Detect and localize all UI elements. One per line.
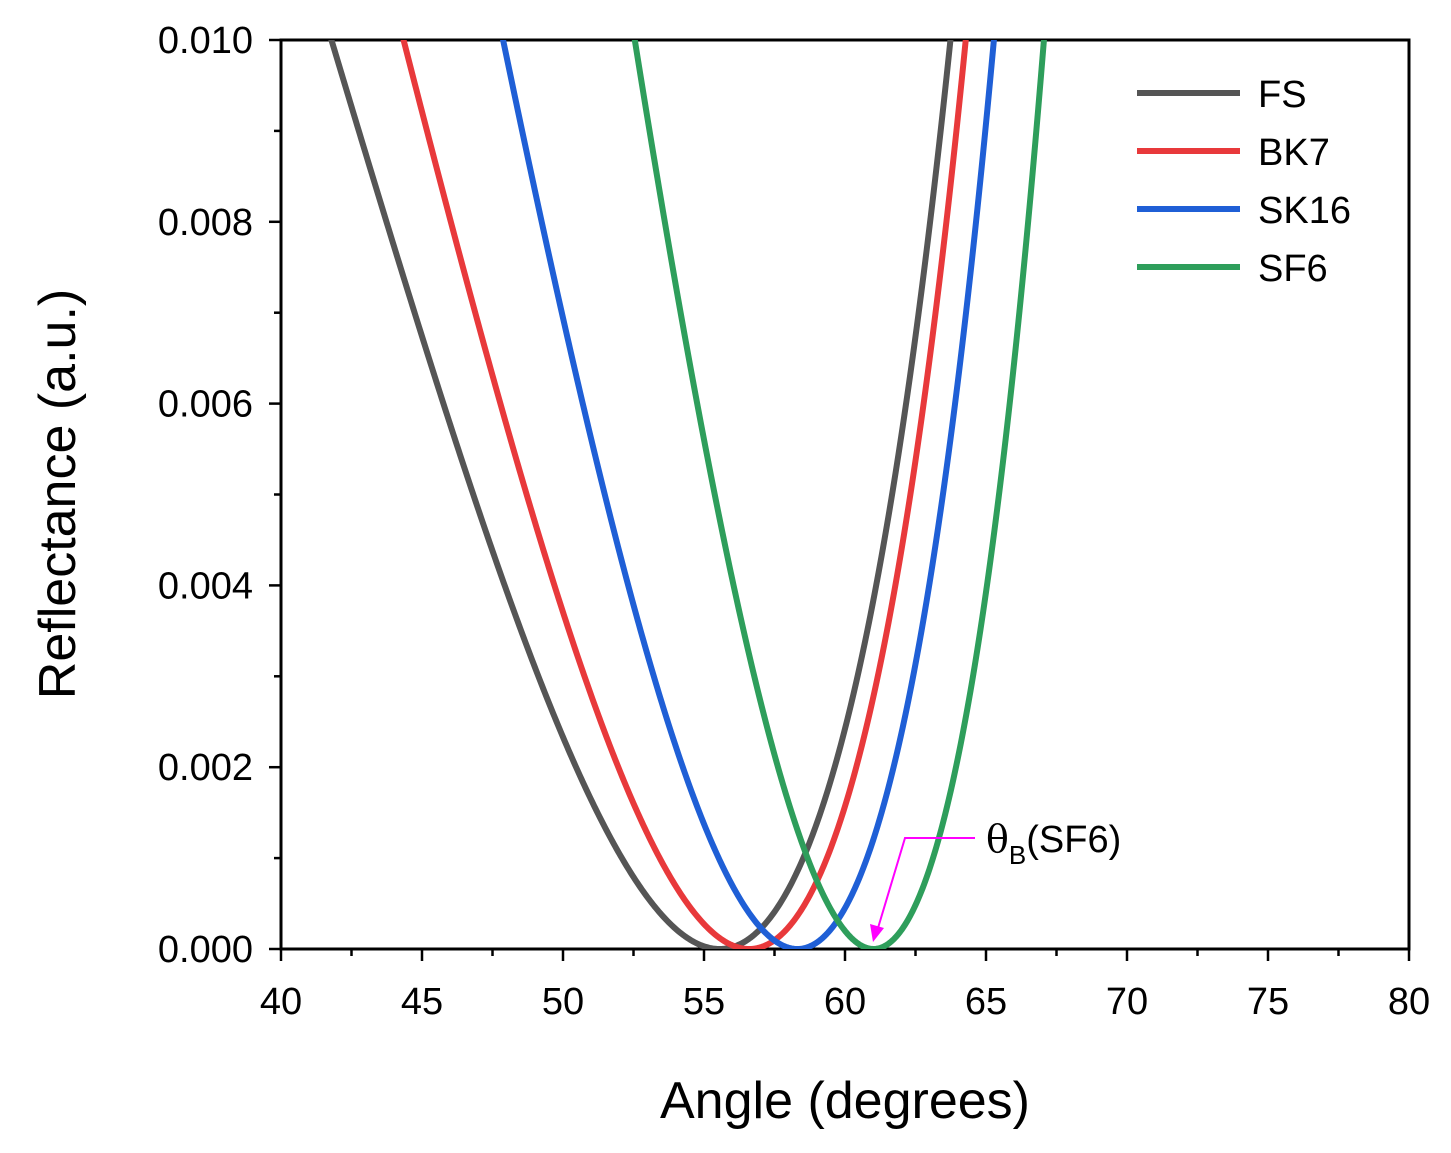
x-tick-label: 75 bbox=[1247, 981, 1289, 1023]
y-tick-labels: 0.000 0.002 0.004 0.006 0.008 0.010 bbox=[158, 20, 253, 971]
series-line-sk16 bbox=[500, 40, 997, 949]
annotation-subscript: B bbox=[1009, 840, 1026, 870]
x-tick-label: 80 bbox=[1388, 981, 1430, 1023]
y-tick-label: 0.010 bbox=[158, 20, 253, 62]
legend-label-sf6: SF6 bbox=[1258, 248, 1328, 290]
y-tick-label: 0.006 bbox=[158, 384, 253, 426]
y-tick-label: 0.008 bbox=[158, 202, 253, 244]
x-axis-title: Angle (degrees) bbox=[660, 1072, 1030, 1130]
legend-label-fs: FS bbox=[1258, 74, 1307, 116]
y-tick-label: 0.000 bbox=[158, 929, 253, 971]
annotation-label: θB(SF6) bbox=[986, 817, 1121, 870]
x-tick-label: 55 bbox=[683, 981, 725, 1023]
legend: FS BK7 SK16 SF6 bbox=[1137, 74, 1351, 290]
y-tick-label: 0.004 bbox=[158, 565, 253, 607]
y-tick-label: 0.002 bbox=[158, 747, 253, 789]
x-tick-label: 60 bbox=[824, 981, 866, 1023]
legend-label-sk16: SK16 bbox=[1258, 190, 1351, 232]
annotation-tail: (SF6) bbox=[1026, 819, 1121, 861]
legend-label-bk7: BK7 bbox=[1258, 132, 1330, 174]
annotation-leader-line bbox=[877, 837, 975, 929]
x-tick-label: 40 bbox=[260, 981, 302, 1023]
series-layer bbox=[328, 40, 1047, 949]
x-tick-labels: 40 45 50 55 60 65 70 75 80 bbox=[260, 981, 1430, 1023]
brewster-annotation: θB(SF6) bbox=[870, 817, 1121, 942]
tick-layer bbox=[269, 38, 1411, 961]
x-tick-label: 45 bbox=[401, 981, 443, 1023]
x-tick-label: 50 bbox=[542, 981, 584, 1023]
annotation-theta: θ bbox=[986, 817, 1009, 861]
series-line-bk7 bbox=[400, 40, 969, 949]
series-line-fs bbox=[328, 40, 954, 949]
series-line-sf6 bbox=[631, 40, 1047, 949]
annotation-arrowhead bbox=[870, 924, 884, 942]
x-tick-label: 65 bbox=[965, 981, 1007, 1023]
x-tick-label: 70 bbox=[1106, 981, 1148, 1023]
y-axis-title: Reflectance (a.u.) bbox=[29, 289, 87, 699]
